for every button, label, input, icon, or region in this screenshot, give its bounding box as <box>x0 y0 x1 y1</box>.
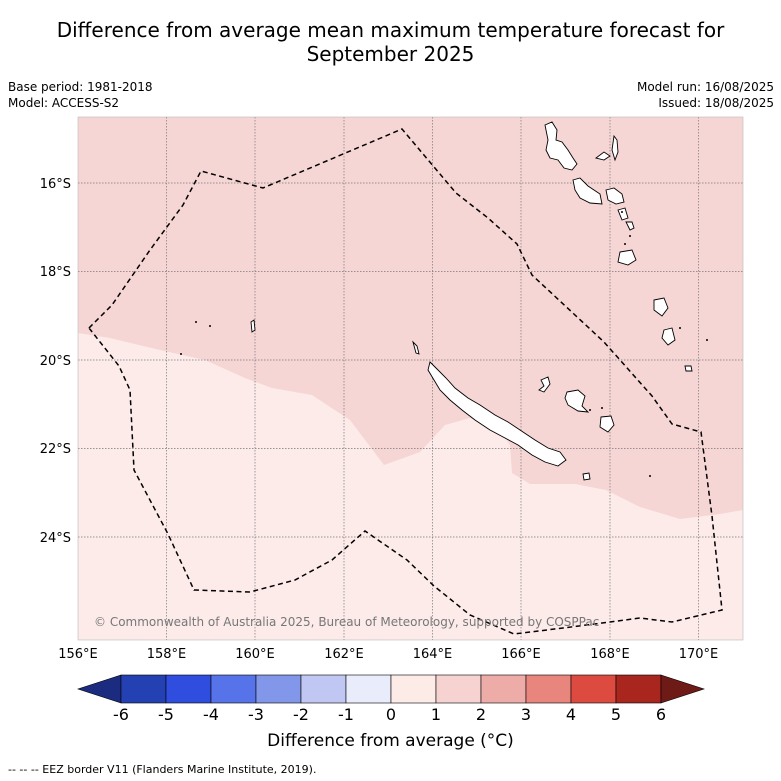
colorbar-tick-label: 2 <box>476 705 486 724</box>
colorbar-tick-label: -6 <box>113 705 129 724</box>
gridlines <box>78 117 743 640</box>
issued-date: Issued: 18/08/2025 <box>658 96 774 110</box>
eez-border <box>87 128 723 635</box>
colorbar-segment <box>615 674 662 704</box>
lon-label: 166°E <box>501 647 541 662</box>
tanna-island <box>653 297 669 317</box>
lat-label: 16°S <box>40 177 71 192</box>
colorbar-segment <box>525 674 572 704</box>
chesterfield-island <box>250 319 256 333</box>
colorbar-segment <box>435 674 482 704</box>
lat-label: 20°S <box>40 354 71 369</box>
colorbar-tick-label: 0 <box>386 705 396 724</box>
colorbar-segment <box>345 674 392 704</box>
model-name: Model: ACCESS-S2 <box>8 96 120 110</box>
colorbar-tick-label: -3 <box>248 705 264 724</box>
colorbar-tick-label: -1 <box>338 705 354 724</box>
loyalty-island-mare <box>599 415 615 433</box>
malekula-island <box>572 177 603 205</box>
belep-island <box>412 340 420 355</box>
chart-title: Difference from average mean maximum tem… <box>0 18 781 66</box>
colorbar-tick-label: 1 <box>431 705 441 724</box>
ambae-island <box>594 151 611 161</box>
maewo-island <box>611 134 619 162</box>
colorbar <box>77 674 705 704</box>
colorbar-segment <box>300 674 347 704</box>
colorbar-segment <box>210 674 257 704</box>
colorbar-tick-label: 6 <box>656 705 666 724</box>
shepherd-islands <box>625 221 635 231</box>
colorbar-segment <box>165 674 212 704</box>
lon-label: 164°E <box>413 647 453 662</box>
colorbar-tick-label: 3 <box>521 705 531 724</box>
colorbar-segment <box>120 674 167 704</box>
colorbar-segment <box>480 674 527 704</box>
lon-label: 156°E <box>58 647 98 662</box>
lon-label: 162°E <box>324 647 364 662</box>
new-caledonia-island <box>427 361 567 467</box>
colorbar-tick-label: -5 <box>158 705 174 724</box>
zone-high-anomaly <box>78 117 743 519</box>
lat-labels: 16°S 18°S 20°S 22°S 24°S <box>40 177 71 546</box>
loyalty-island-ouvea <box>538 376 551 393</box>
colorbar-segment <box>570 674 617 704</box>
base-period: Base period: 1981-2018 <box>8 80 153 94</box>
title-line-1: Difference from average mean maximum tem… <box>56 18 725 42</box>
meta-right: Model run: 16/08/2025 Issued: 18/08/2025 <box>637 79 774 111</box>
colorbar-tick-label: 4 <box>566 705 576 724</box>
coastlines <box>250 121 693 481</box>
lon-labels: 156°E 158°E 160°E 162°E 164°E 166°E 168°… <box>58 647 718 662</box>
lon-label: 170°E <box>679 647 719 662</box>
lat-label: 22°S <box>40 442 71 457</box>
pentecost-island <box>605 187 625 205</box>
futuna-island <box>684 365 693 372</box>
eez-footnote: -- -- -- EEZ border V11 (Flanders Marine… <box>8 763 317 776</box>
efate-island <box>617 207 629 221</box>
colorbar-segment <box>390 674 437 704</box>
erromango-island <box>617 249 637 266</box>
lat-label: 18°S <box>40 265 71 280</box>
colorbar-tick-label: 5 <box>611 705 621 724</box>
loyalty-island-lifou <box>564 389 590 413</box>
copyright-text: © Commonwealth of Australia 2025, Bureau… <box>94 615 599 629</box>
aneityum-island <box>661 327 676 346</box>
colorbar-tick-label: -2 <box>293 705 309 724</box>
colorbar-segment <box>255 674 302 704</box>
meta-left: Base period: 1981-2018 Model: ACCESS-S2 <box>8 79 153 111</box>
colorbar-label: Difference from average (°C) <box>267 731 514 751</box>
isle-of-pines <box>582 472 591 481</box>
small-islets <box>180 211 708 477</box>
lon-label: 168°E <box>590 647 630 662</box>
title-line-2: September 2025 <box>306 42 475 66</box>
espiritu-santo-island <box>544 121 578 171</box>
model-run: Model run: 16/08/2025 <box>636 80 774 94</box>
colorbar-extend-high <box>660 674 705 704</box>
colorbar-extend-low <box>77 674 122 704</box>
colorbar-ticks: -6 -5 -4 -3 -2 -1 0 1 2 3 4 5 6 <box>113 705 666 724</box>
map-frame <box>77 116 744 641</box>
lat-label: 24°S <box>40 531 71 546</box>
colorbar-tick-label: -4 <box>203 705 219 724</box>
lon-label: 160°E <box>235 647 275 662</box>
lon-label: 158°E <box>147 647 187 662</box>
